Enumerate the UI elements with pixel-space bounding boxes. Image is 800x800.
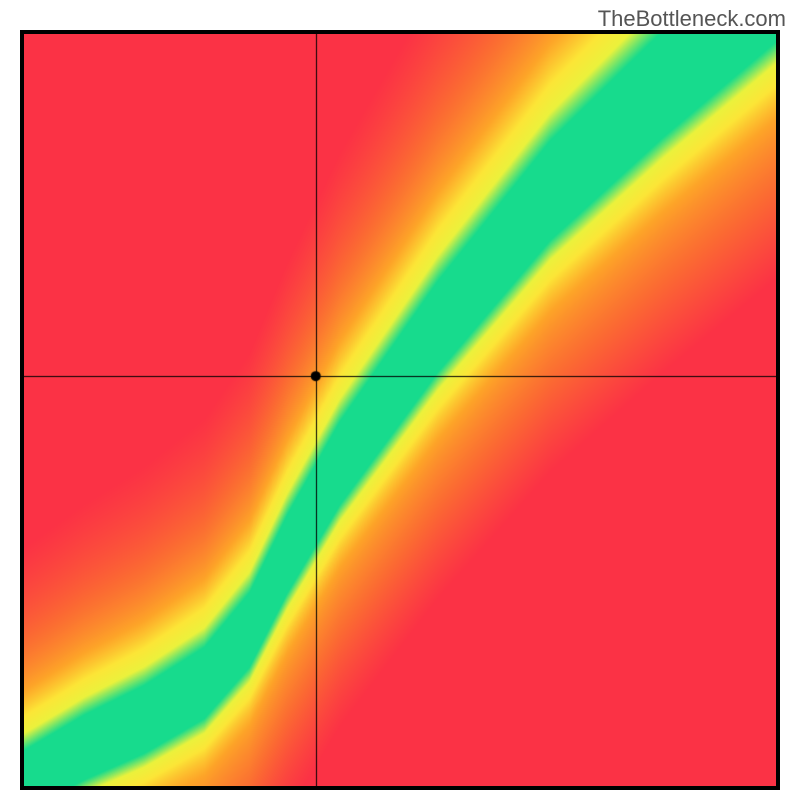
plot-border [20,30,780,790]
figure-container: TheBottleneck.com [0,0,800,800]
watermark-label: TheBottleneck.com [598,6,786,32]
heatmap-canvas [24,34,776,786]
plot-area [24,34,776,786]
